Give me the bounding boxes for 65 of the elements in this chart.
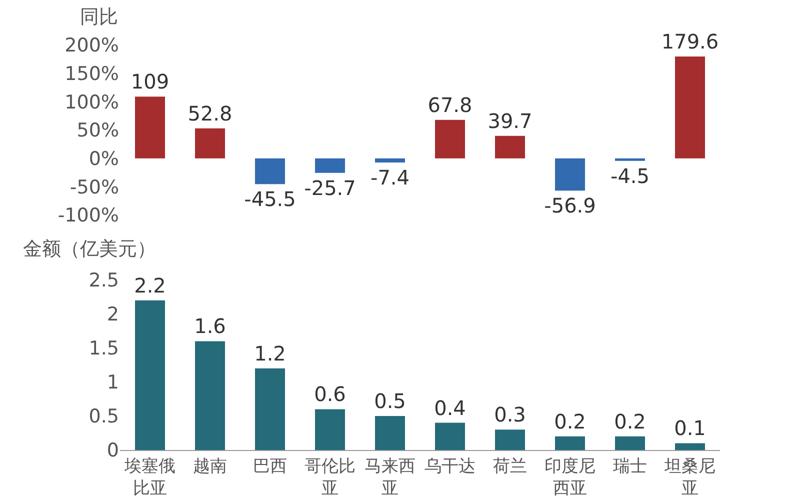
bar — [255, 368, 285, 450]
y-tick-label: 1.5 — [88, 338, 119, 360]
bar — [615, 436, 645, 450]
bar — [135, 300, 165, 450]
bar — [195, 128, 225, 158]
x-tick-label: 巴西 — [253, 456, 287, 476]
bar — [555, 158, 585, 191]
data-label: 67.8 — [428, 92, 472, 117]
y-tick-label: 0% — [88, 148, 119, 170]
x-tick-label: 瑞士 — [613, 456, 647, 476]
y-tick-label: 200% — [64, 34, 119, 57]
bar — [375, 158, 405, 163]
x-tick-label: 马来西亚 — [364, 456, 416, 498]
x-tick-label: 哥伦比亚 — [304, 456, 356, 498]
x-tick-label: 荷兰 — [493, 456, 527, 476]
y-axis-title: 金额（亿美元） — [23, 238, 156, 260]
y-tick-label: 50% — [76, 120, 119, 142]
data-label: 1.6 — [194, 314, 226, 338]
bar — [375, 416, 405, 450]
data-label: 0.2 — [554, 409, 586, 434]
data-label: -4.5 — [610, 164, 650, 188]
data-label: 0.1 — [674, 416, 706, 440]
x-tick-label: 印度尼西亚 — [544, 456, 596, 498]
bar — [135, 96, 165, 158]
y-tick-label: 150% — [64, 62, 119, 85]
bar — [195, 341, 225, 450]
bar — [675, 56, 705, 158]
bar — [255, 158, 285, 184]
data-label: 39.7 — [488, 108, 532, 133]
data-label: -56.9 — [544, 194, 596, 218]
bar — [435, 422, 465, 450]
data-label: 0.2 — [614, 409, 646, 434]
y-tick-label: 2 — [106, 304, 119, 326]
y-tick-label: 0 — [106, 440, 119, 462]
y-tick-label: -50% — [70, 176, 119, 198]
y-tick-label: 2.5 — [88, 270, 119, 292]
x-tick-label: 越南 — [193, 456, 227, 476]
bar — [675, 443, 705, 450]
bar — [315, 409, 345, 450]
data-label: 0.3 — [494, 402, 526, 427]
data-label: 0.6 — [314, 382, 346, 406]
data-label: 0.4 — [434, 396, 466, 420]
x-tick-label: 乌干达 — [424, 456, 476, 476]
data-label: -7.4 — [370, 166, 410, 190]
data-label: 1.2 — [254, 341, 286, 366]
bar — [315, 158, 345, 173]
bar — [495, 430, 525, 450]
data-label: -25.7 — [304, 176, 356, 200]
data-label: 0.5 — [374, 389, 406, 413]
bar — [555, 436, 585, 450]
y-axis-title: 同比 — [80, 6, 118, 28]
y-tick-label: 100% — [64, 91, 119, 114]
data-label: -45.5 — [244, 187, 296, 212]
x-tick-label: 坦桑尼亚 — [664, 456, 716, 498]
bar — [435, 120, 465, 158]
data-label: 2.2 — [134, 273, 166, 298]
x-tick-label: 埃塞俄比亚 — [124, 456, 176, 498]
y-tick-label: -100% — [58, 204, 119, 227]
y-tick-label: 1 — [106, 372, 119, 394]
data-label: 109 — [130, 70, 170, 94]
y-tick-label: 0.5 — [88, 406, 119, 428]
bar — [495, 136, 525, 158]
bar — [615, 158, 645, 161]
data-label: 179.6 — [661, 30, 719, 54]
data-label: 52.8 — [188, 101, 232, 126]
